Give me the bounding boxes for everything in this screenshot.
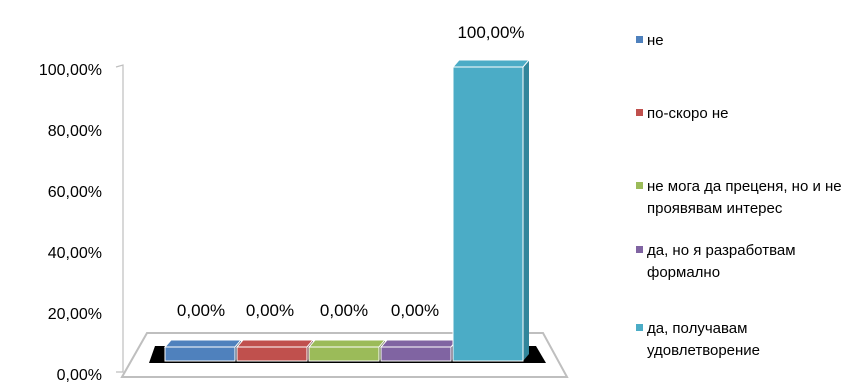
chart-axes [115, 64, 124, 373]
legend-label: да, но я разработвам формално [647, 242, 796, 281]
bar [379, 339, 459, 362]
bar-front [380, 346, 452, 362]
bar-front [236, 346, 308, 362]
bar-chart: 0,00% 20,00% 40,00% 60,00% 80,00% 100,00% 0,0… [39, 23, 569, 384]
bar-front [164, 346, 236, 362]
bar [235, 339, 315, 362]
legend-item: не мога да преценя, но и не проявявам ин… [636, 176, 850, 220]
y-tick-label: 40,00% [48, 245, 102, 262]
legend-swatch [636, 109, 643, 116]
bar-top [379, 339, 459, 348]
bar-top [307, 339, 387, 348]
legend-swatch [636, 182, 643, 189]
legend-item: по-скоро не [636, 103, 850, 125]
data-labels: 0,00% 0,00% 0,00% 0,00% 100,00% [177, 23, 525, 320]
chart-bars [163, 59, 531, 362]
legend-item: да, получавам удовлетворение [636, 318, 850, 362]
legend-swatch [636, 324, 643, 331]
legend-item: да, но я разработвам формално [636, 240, 850, 284]
legend-swatch [636, 246, 643, 253]
bar [451, 59, 531, 362]
bar-top [235, 339, 315, 348]
legend-label: по-скоро не [647, 105, 729, 122]
y-axis-ticks: 0,00% 20,00% 40,00% 60,00% 80,00% 100,00% [39, 62, 102, 384]
y-tick-label: 60,00% [48, 184, 102, 201]
legend-item: не [636, 30, 850, 52]
y-axis-line [115, 64, 124, 373]
chart-legend: не по-скоро не не мога да преценя, но и не… [636, 0, 850, 387]
y-tick-label: 0,00% [57, 367, 102, 384]
y-tick-label: 20,00% [48, 306, 102, 323]
bar [163, 339, 243, 362]
bar-top [163, 339, 243, 348]
bar-top [451, 59, 531, 68]
bar-side [523, 60, 529, 361]
data-label: 0,00% [177, 301, 225, 320]
y-tick-label: 100,00% [39, 62, 102, 79]
data-label: 0,00% [391, 301, 439, 320]
bar-front [308, 346, 380, 362]
legend-swatch [636, 36, 643, 43]
data-label: 0,00% [246, 301, 294, 320]
legend-label: не [647, 32, 664, 49]
legend-label: не мога да преценя, но и не проявявам ин… [647, 178, 842, 217]
data-label: 100,00% [457, 23, 524, 42]
data-label: 0,00% [320, 301, 368, 320]
bar-front [452, 66, 524, 362]
bar [307, 339, 387, 362]
legend-label: да, получавам удовлетворение [647, 320, 761, 359]
y-tick-label: 80,00% [48, 123, 102, 140]
